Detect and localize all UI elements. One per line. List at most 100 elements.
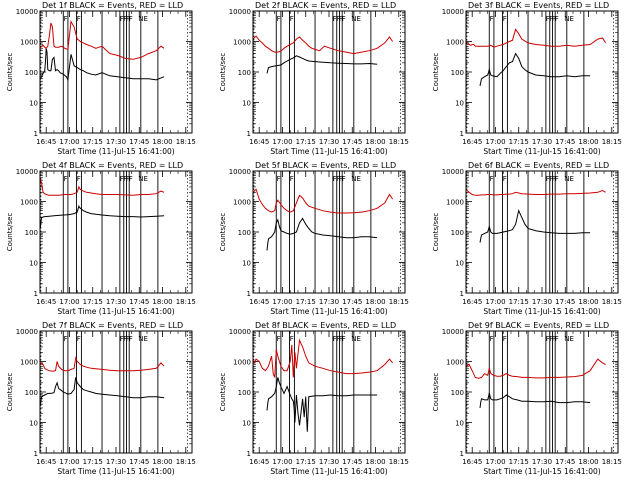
y-tick-label: 10 (455, 420, 464, 428)
y-tick-label: 10 (242, 420, 251, 428)
flag-label: F (552, 175, 556, 183)
chart-panel-7: Det 7f BLACK = Events, RED = LLD Counts/s… (6, 321, 196, 476)
series-line-events (479, 391, 591, 408)
x-tick-label: 17:15 (296, 458, 316, 466)
y-tick-label: 1000 (233, 199, 251, 207)
x-axis-label: Start Time (11-Jul-15 16:41:00) (483, 467, 600, 476)
x-tick-label: 18:00 (578, 298, 598, 306)
x-tick-label: 17:30 (106, 298, 126, 306)
chart-panel-4: Det 4f BLACK = Events, RED = LLD Counts/s… (6, 161, 196, 316)
series-line-events (39, 48, 165, 82)
x-tick-label: 17:00 (272, 138, 292, 146)
x-tick-label: 17:30 (532, 458, 552, 466)
flag-label: F (546, 15, 550, 23)
series-line-lld (465, 189, 606, 196)
flag-label: F (123, 15, 127, 23)
chart-panel-2: Det 2f BLACK = Events, RED = LLD Counts/s… (219, 1, 409, 156)
x-tick-label: 17:00 (59, 138, 79, 146)
y-tick-label: 1000 (20, 199, 38, 207)
flag-label: F (77, 175, 81, 183)
flag-label: NE (351, 335, 361, 343)
series-line-events (266, 55, 378, 74)
y-tick-label: 100 (25, 389, 38, 397)
plot-frame (39, 10, 193, 134)
flag-label: F (129, 175, 133, 183)
flag-label: F (64, 335, 68, 343)
y-tick-label: 1000 (446, 199, 464, 207)
chart-panel-1: Det 1f BLACK = Events, RED = LLD Counts/s… (6, 1, 196, 156)
y-tick-label: 1 (34, 130, 38, 138)
x-tick-label: 17:45 (129, 298, 149, 306)
x-tick-label: 18:15 (389, 138, 409, 146)
y-axis-label: Counts/sec (432, 213, 440, 252)
chart-panel-9: Det 9f BLACK = Events, RED = LLD Counts/s… (432, 321, 622, 476)
y-tick-label: 10 (455, 100, 464, 108)
x-axis-label: Start Time (11-Jul-15 16:41:00) (270, 147, 387, 156)
x-tick-label: 17:15 (83, 138, 103, 146)
x-tick-label: 17:00 (59, 458, 79, 466)
chart-panel-5: Det 5f BLACK = Events, RED = LLD Counts/s… (219, 161, 409, 316)
x-tick-label: 17:30 (319, 138, 339, 146)
x-tick-label: 16:45 (462, 458, 482, 466)
x-axis-label: Start Time (11-Jul-15 16:41:00) (483, 307, 600, 316)
flag-label: F (120, 175, 124, 183)
series-line-events (479, 52, 591, 87)
y-tick-label: 100 (451, 229, 464, 237)
flag-label: F (490, 15, 494, 23)
plot-frame (39, 170, 193, 294)
x-tick-label: 17:30 (319, 458, 339, 466)
x-tick-label: 17:45 (342, 458, 362, 466)
flag-label: NE (138, 175, 148, 183)
y-tick-label: 1 (247, 130, 251, 138)
y-tick-label: 1000 (233, 359, 251, 367)
y-tick-label: 1 (460, 290, 464, 298)
x-axis-label: Start Time (11-Jul-15 16:41:00) (483, 147, 600, 156)
series-line-events (266, 377, 378, 432)
plot-frame (465, 170, 619, 294)
x-tick-label: 18:15 (176, 298, 196, 306)
flag-label: F (333, 335, 337, 343)
x-tick-label: 17:30 (106, 138, 126, 146)
x-tick-label: 16:45 (462, 298, 482, 306)
x-tick-label: 18:00 (152, 138, 172, 146)
chart-title: Det 4f BLACK = Events, RED = LLD (42, 161, 183, 170)
x-tick-label: 17:45 (555, 138, 575, 146)
x-tick-label: 18:15 (176, 458, 196, 466)
x-tick-label: 16:45 (36, 298, 56, 306)
series-line-lld (39, 20, 165, 60)
flag-label: F (555, 15, 559, 23)
flag-label: F (123, 175, 127, 183)
y-axis-label: Counts/sec (219, 373, 227, 412)
x-tick-label: 18:15 (389, 458, 409, 466)
y-tick-label: 100 (238, 389, 251, 397)
series-line-events (39, 377, 165, 407)
x-tick-label: 17:00 (485, 298, 505, 306)
x-tick-label: 17:00 (485, 138, 505, 146)
x-tick-label: 17:15 (83, 458, 103, 466)
chart-title: Det 6f BLACK = Events, RED = LLD (468, 161, 609, 170)
y-tick-label: 1 (34, 290, 38, 298)
x-tick-label: 17:00 (59, 298, 79, 306)
series-line-lld (39, 356, 165, 372)
plot-frame (39, 330, 193, 454)
chart-title: Det 3f BLACK = Events, RED = LLD (468, 1, 609, 10)
chart-panel-8: Det 8f BLACK = Events, RED = LLD Counts/s… (219, 321, 409, 476)
y-axis-label: Counts/sec (432, 53, 440, 92)
x-tick-label: 17:45 (342, 298, 362, 306)
flag-label: F (552, 335, 556, 343)
y-axis-label: Counts/sec (432, 373, 440, 412)
chart-title: Det 8f BLACK = Events, RED = LLD (255, 321, 396, 330)
chart-panel-6: Det 6f BLACK = Events, RED = LLD Counts/s… (432, 161, 622, 316)
flag-label: F (503, 15, 507, 23)
x-tick-label: 17:30 (532, 298, 552, 306)
x-tick-label: 17:15 (83, 298, 103, 306)
x-tick-label: 18:00 (365, 298, 385, 306)
x-tick-label: 17:45 (342, 138, 362, 146)
flag-label: F (290, 335, 294, 343)
flag-label: F (77, 335, 81, 343)
x-tick-label: 17:45 (555, 458, 575, 466)
flag-label: F (290, 175, 294, 183)
y-axis-label: Counts/sec (219, 213, 227, 252)
chart-panel-3: Det 3f BLACK = Events, RED = LLD Counts/s… (432, 1, 622, 156)
